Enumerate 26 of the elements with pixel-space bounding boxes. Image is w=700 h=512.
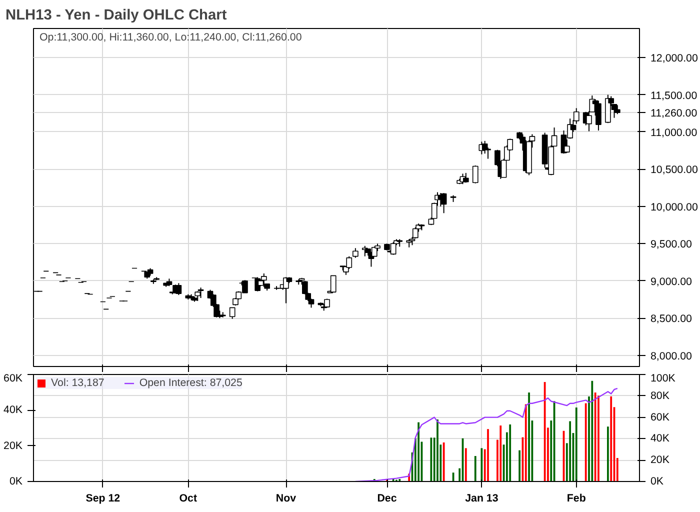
y-tick-label: 40K: [4, 404, 23, 416]
y2-tick-label: 100K: [650, 372, 676, 384]
x-tick-label: Sep 12: [86, 492, 120, 504]
y-tick-label: 12,000.00: [650, 52, 698, 65]
x-tick-label: Jan 13: [465, 492, 498, 504]
y-tick-label: 9,500.00: [650, 238, 692, 251]
legend-label: Vol: 13,187: [51, 377, 104, 389]
y-tick-label: 0K: [9, 476, 23, 488]
annotation: Op:11,300.00, Hi:11,360.00, Lo:11,240.00, Cl:11,260.00: [40, 32, 302, 44]
x-tick-label: Dec: [377, 492, 397, 504]
y-tick-label: 11,500.00: [650, 90, 698, 102]
y-tick-label: 9,000.00: [650, 276, 692, 288]
y-tick-label: 10,500.00: [650, 164, 698, 176]
y2-tick-label: 80K: [650, 390, 670, 402]
y-tick-label: 11,260.00: [650, 108, 698, 120]
y-tick-label: 10,000.00: [650, 201, 698, 214]
y-tick-label: 11,000.00: [650, 126, 698, 139]
legend-label: Open Interest: 87,025: [139, 377, 242, 389]
x-tick-label: Feb: [566, 492, 586, 504]
x-tick-label: Oct: [179, 492, 198, 504]
x-tick-label: Nov: [276, 492, 296, 504]
y-tick-label: 8,500.00: [650, 313, 692, 326]
y-tick-label: 20K: [4, 440, 23, 452]
y-tick-label: 60K: [4, 372, 23, 384]
y-tick-label: 8,000.00: [650, 350, 692, 362]
chart-title: NLH13 - Yen - Daily OHLC Chart: [6, 8, 227, 24]
